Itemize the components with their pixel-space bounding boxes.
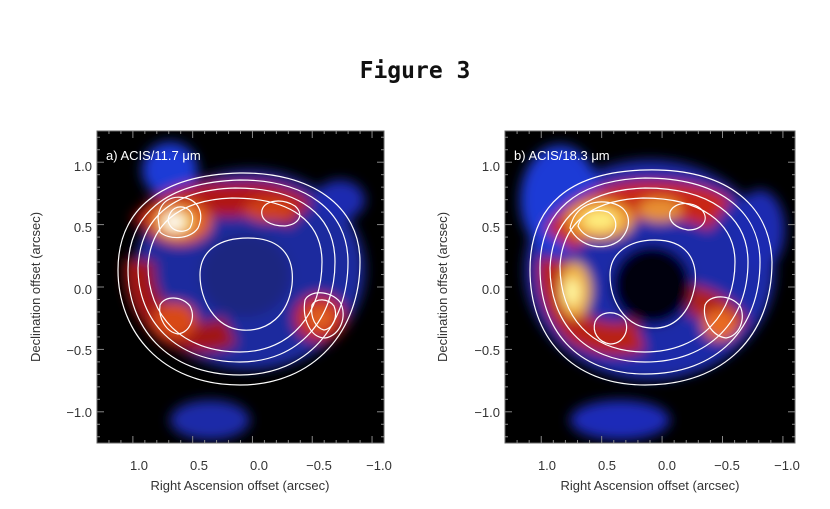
panel-a-ytick: 1.0	[74, 159, 92, 174]
panel-a-label: a) ACIS/11.7 μm	[106, 148, 201, 163]
figure-title: Figure 3	[359, 58, 471, 84]
panel-a-contours	[117, 172, 361, 386]
panel-b-ytick: −0.5	[474, 343, 500, 358]
panel-b-xtick: −1.0	[774, 458, 800, 473]
panel-b-xtick: −0.5	[714, 458, 740, 473]
panel-a-xtick: −0.5	[306, 458, 332, 473]
panel-b-ytick: −1.0	[474, 405, 500, 420]
panel-a-yticks: 1.0 0.5 0.0 −0.5 −1.0	[66, 159, 92, 420]
panel-b: b) ACIS/18.3 μm 1.0 0.5 0.0 −0.5 −1.0 1.…	[435, 130, 800, 493]
panel-b-xtick: 1.0	[538, 458, 556, 473]
panel-a-ytick: −1.0	[66, 405, 92, 420]
panel-b-emission-map	[520, 145, 785, 440]
panel-a-xtick: 1.0	[130, 458, 148, 473]
panel-b-xticks: 1.0 0.5 0.0 −0.5 −1.0	[538, 458, 800, 473]
panel-a-ylabel: Declination offset (arcsec)	[28, 212, 43, 362]
panel-a: a) ACIS/11.7 μm 1.0 0.5 0.0 −0.5 −1.0 1.…	[28, 130, 392, 493]
panel-a-ytick: −0.5	[66, 343, 92, 358]
panel-a-xticks: 1.0 0.5 0.0 −0.5 −1.0	[130, 458, 392, 473]
panel-b-ylabel: Declination offset (arcsec)	[435, 212, 450, 362]
panel-a-emission-map	[117, 142, 365, 440]
panel-b-xtick: 0.0	[658, 458, 676, 473]
panel-a-xtick: 0.5	[190, 458, 208, 473]
panel-a-xtick: 0.0	[250, 458, 268, 473]
panel-b-ytick: 1.0	[482, 159, 500, 174]
panel-b-yticks: 1.0 0.5 0.0 −0.5 −1.0	[474, 159, 500, 420]
axis-tick-marks	[97, 131, 795, 443]
panel-a-xtick: −1.0	[366, 458, 392, 473]
panel-b-xtick: 0.5	[598, 458, 616, 473]
panel-a-ytick: 0.0	[74, 282, 92, 297]
panel-a-ytick: 0.5	[74, 220, 92, 235]
panel-b-label: b) ACIS/18.3 μm	[514, 148, 610, 163]
panel-b-ytick: 0.0	[482, 282, 500, 297]
panel-a-xlabel: Right Ascension offset (arcsec)	[151, 478, 330, 493]
panel-b-ytick: 0.5	[482, 220, 500, 235]
panel-b-contours	[529, 169, 773, 386]
panel-b-xlabel: Right Ascension offset (arcsec)	[561, 478, 740, 493]
